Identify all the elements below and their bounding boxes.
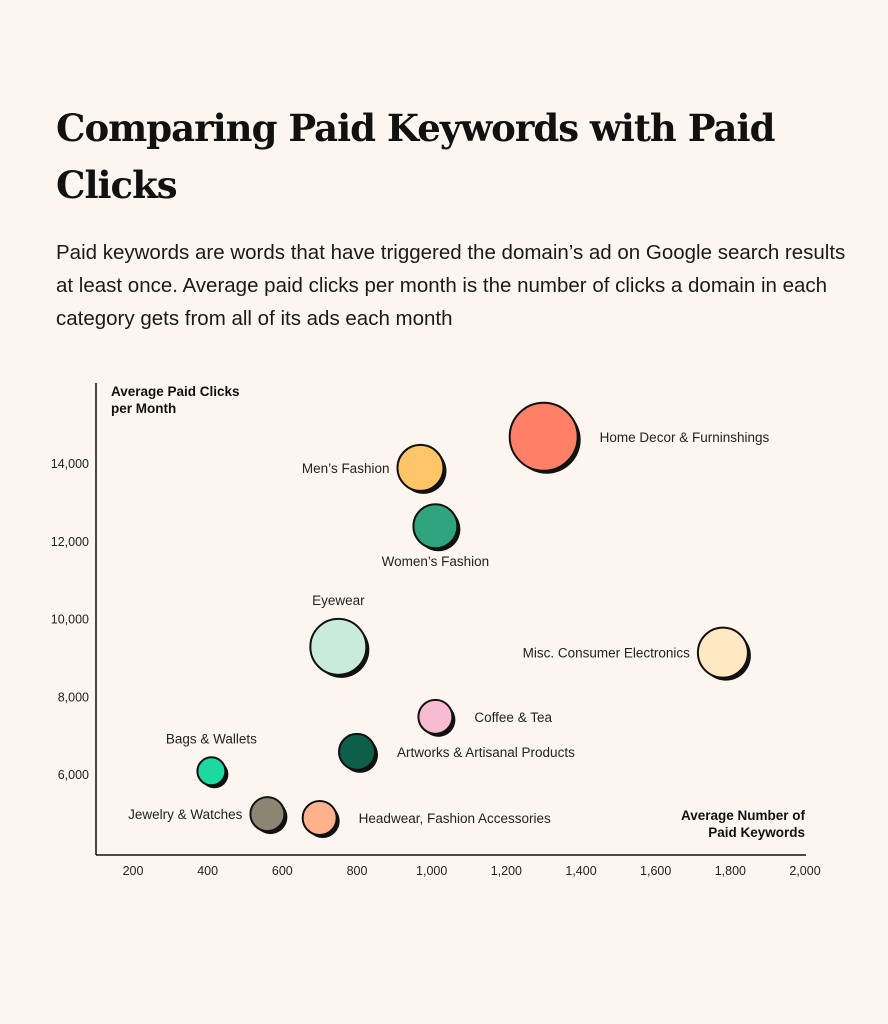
bubble-label: Women’s Fashion: [382, 554, 490, 569]
x-axis-label-line2: Paid Keywords: [708, 825, 805, 840]
bubble-point: [508, 401, 579, 472]
x-tick-label: 1,200: [491, 864, 522, 878]
chart-subtitle: Paid keywords are words that have trigge…: [56, 241, 846, 330]
bubble-label: Men’s Fashion: [302, 461, 390, 476]
bubble-bags-wallets: Bags & Wallets: [166, 731, 257, 789]
bubble-point: [412, 503, 459, 550]
bubble-label: Eyewear: [312, 593, 365, 608]
x-tick-label: 1,400: [565, 864, 596, 878]
x-tick-label: 400: [197, 864, 218, 878]
chart-title: Comparing Paid Keywords with Paid Clicks: [56, 106, 775, 207]
bubble-point: [696, 626, 749, 679]
x-tick-label: 2,000: [789, 864, 820, 878]
bubble-point: [338, 732, 377, 771]
x-tick-label: 1,600: [640, 864, 671, 878]
bubble-label: Headwear, Fashion Accessories: [359, 811, 551, 826]
bubble-misc-consumer-electronics: Misc. Consumer Electronics: [523, 626, 751, 681]
y-tick-label: 12,000: [51, 535, 89, 549]
bubble-home-decor-furninshings: Home Decor & Furninshings: [508, 401, 770, 474]
bubble-label: Misc. Consumer Electronics: [523, 646, 691, 661]
y-tick-label: 6,000: [58, 768, 89, 782]
y-tick-label: 14,000: [51, 457, 89, 471]
bubble-artworks-artisanal-products: Artworks & Artisanal Products: [338, 732, 575, 773]
bubble-coffee-tea: Coffee & Tea: [417, 698, 552, 737]
x-axis-label-line1: Average Number of: [681, 808, 806, 823]
x-tick-label: 1,800: [715, 864, 746, 878]
y-axis-label-line1: Average Paid Clicks: [111, 384, 240, 399]
bubble-point: [196, 756, 227, 787]
bubble-point: [249, 796, 286, 833]
bubble-label: Artworks & Artisanal Products: [397, 745, 575, 760]
y-tick-label: 10,000: [51, 613, 89, 627]
bubble-point: [309, 617, 368, 676]
bubble-eyewear: Eyewear: [309, 593, 370, 678]
bubble-label: Bags & Wallets: [166, 731, 257, 746]
bubble-label: Home Decor & Furninshings: [600, 430, 770, 445]
bubble-point: [417, 698, 454, 735]
bubble-women-s-fashion: Women’s Fashion: [382, 503, 490, 569]
x-tick-label: 600: [272, 864, 293, 878]
y-axis-label-line2: per Month: [111, 401, 176, 416]
bubble-label: Coffee & Tea: [474, 710, 552, 725]
y-tick-label: 8,000: [58, 690, 89, 704]
x-tick-label: 200: [123, 864, 144, 878]
bubble-point: [396, 443, 445, 492]
bubble-men-s-fashion: Men’s Fashion: [302, 443, 447, 494]
bubble-label: Jewelry & Watches: [128, 807, 243, 822]
bubble-headwear-fashion-accessories: Headwear, Fashion Accessories: [301, 799, 551, 838]
x-tick-label: 800: [347, 864, 368, 878]
bubble-jewelry-watches: Jewelry & Watches: [128, 796, 288, 835]
bubble-point: [301, 799, 338, 836]
x-tick-label: 1,000: [416, 864, 447, 878]
